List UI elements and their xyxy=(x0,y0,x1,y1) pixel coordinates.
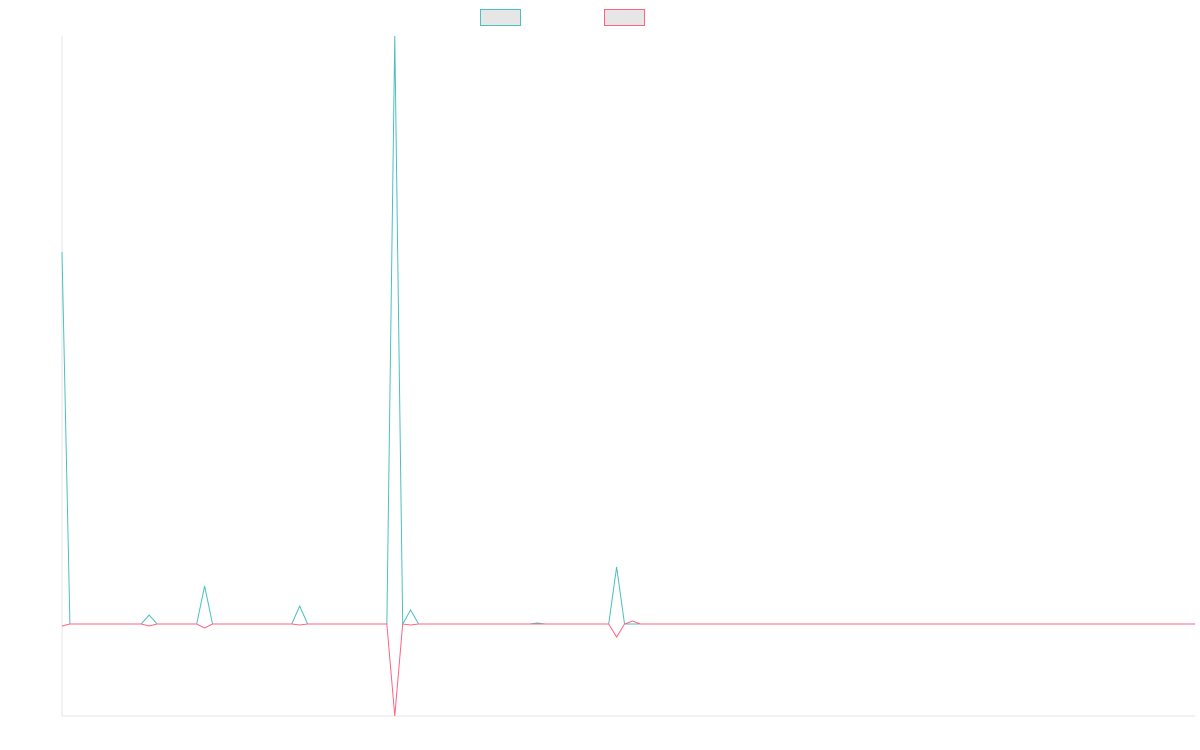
series-line xyxy=(61,35,1195,626)
legend-swatch xyxy=(604,9,645,26)
series-line xyxy=(61,620,1195,717)
legend-swatch xyxy=(480,9,521,26)
